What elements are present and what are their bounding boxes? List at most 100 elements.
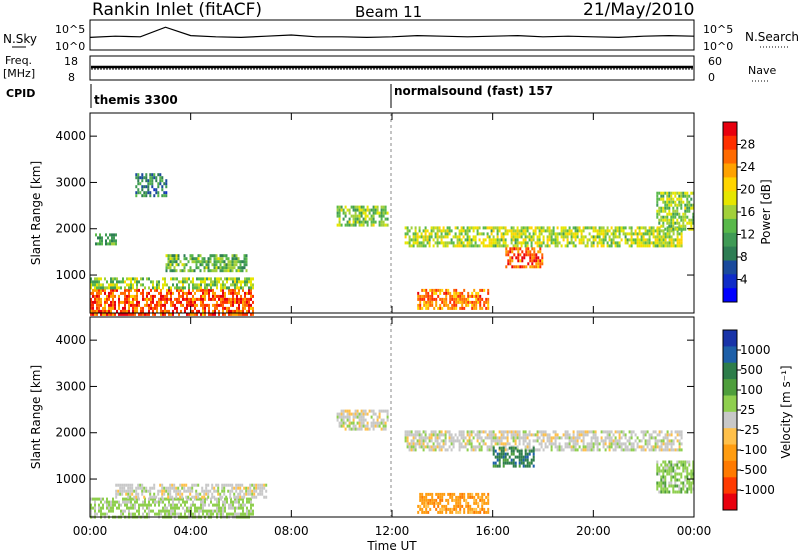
- data-cell: [660, 244, 663, 248]
- data-cell: [459, 306, 462, 310]
- data-cell: [134, 503, 136, 507]
- data-cell: [134, 294, 136, 298]
- data-cell: [430, 430, 433, 434]
- data-cell: [692, 215, 695, 219]
- data-cell: [154, 303, 156, 307]
- data-cell: [252, 512, 254, 516]
- data-cell: [422, 445, 425, 449]
- data-cell: [174, 277, 176, 281]
- data-cell: [143, 191, 146, 195]
- data-cell: [255, 486, 258, 490]
- data-cell: [622, 442, 625, 446]
- data-cell: [606, 244, 609, 248]
- data-cell: [180, 286, 182, 290]
- data-cell: [518, 232, 521, 236]
- data-cell: [191, 260, 194, 264]
- data-cell: [431, 288, 434, 292]
- data-cell: [257, 492, 260, 496]
- data-cell: [476, 445, 479, 449]
- data-cell: [124, 509, 126, 513]
- data-cell: [244, 303, 246, 307]
- data-cell: [596, 436, 599, 440]
- data-cell: [542, 430, 545, 434]
- data-cell: [666, 221, 669, 225]
- data-cell: [522, 430, 525, 434]
- data-cell: [588, 226, 591, 230]
- data-cell: [494, 439, 497, 443]
- data-cell: [469, 510, 472, 514]
- data-cell: [490, 448, 493, 452]
- data-cell: [127, 492, 130, 496]
- data-cell: [526, 442, 529, 446]
- data-cell: [554, 232, 557, 236]
- data-cell: [436, 235, 439, 239]
- data-cell: [518, 458, 521, 462]
- data-cell: [479, 510, 482, 514]
- data-cell: [152, 280, 154, 284]
- data-cell: [674, 209, 677, 213]
- data-cell: [513, 247, 516, 251]
- data-cell: [447, 291, 450, 295]
- data-cell: [187, 486, 190, 490]
- data-cell: [550, 448, 553, 452]
- data-cell: [526, 226, 529, 230]
- data-cell: [459, 501, 462, 505]
- data-cell: [248, 291, 250, 295]
- data-cell: [496, 458, 499, 462]
- data-cell: [465, 303, 468, 307]
- data-cell: [265, 495, 268, 499]
- data-cell: [108, 291, 110, 295]
- data-cell: [576, 433, 579, 437]
- data-cell: [684, 227, 687, 231]
- data-cell: [586, 238, 589, 242]
- data-cell: [167, 254, 170, 258]
- data-cell: [576, 232, 579, 236]
- data-cell: [164, 277, 166, 281]
- data-cell: [96, 280, 98, 284]
- data-cell: [358, 421, 361, 425]
- data-cell: [472, 430, 475, 434]
- data-cell: [132, 300, 134, 304]
- data-cell: [186, 277, 188, 281]
- data-cell: [550, 235, 553, 239]
- data-cell: [468, 433, 471, 437]
- data-cell: [517, 253, 520, 257]
- data-cell: [378, 409, 381, 413]
- data-cell: [588, 442, 591, 446]
- data-cell: [658, 439, 661, 443]
- data-cell: [227, 483, 230, 487]
- data-cell: [156, 280, 158, 284]
- data-cell: [666, 191, 669, 195]
- data-cell: [580, 430, 583, 434]
- data-cell: [528, 452, 531, 456]
- data-cell: [244, 294, 246, 298]
- data-cell: [148, 503, 150, 507]
- data-cell: [360, 205, 363, 209]
- data-cell: [538, 241, 541, 245]
- data-cell: [535, 256, 538, 260]
- data-cell: [463, 507, 466, 511]
- data-cell: [418, 430, 421, 434]
- data-cell: [204, 291, 206, 295]
- data-cell: [692, 203, 695, 207]
- data-cell: [146, 506, 148, 510]
- data-cell: [123, 486, 126, 490]
- data-cell: [165, 254, 168, 258]
- data-cell: [376, 418, 379, 422]
- data-cell: [129, 495, 132, 499]
- data-cell: [168, 297, 170, 301]
- data-cell: [156, 306, 158, 310]
- data-cell: [176, 506, 178, 510]
- data-cell: [378, 211, 381, 215]
- data-cell: [204, 288, 206, 292]
- data-cell: [228, 297, 230, 301]
- data-cell: [449, 294, 452, 298]
- data-cell: [514, 241, 517, 245]
- data-cell: [129, 492, 132, 496]
- data-cell: [205, 483, 208, 487]
- data-cell: [570, 238, 573, 242]
- data-cell: [187, 495, 190, 499]
- data-cell: [96, 303, 98, 307]
- data-cell: [229, 489, 232, 493]
- data-cell: [608, 442, 611, 446]
